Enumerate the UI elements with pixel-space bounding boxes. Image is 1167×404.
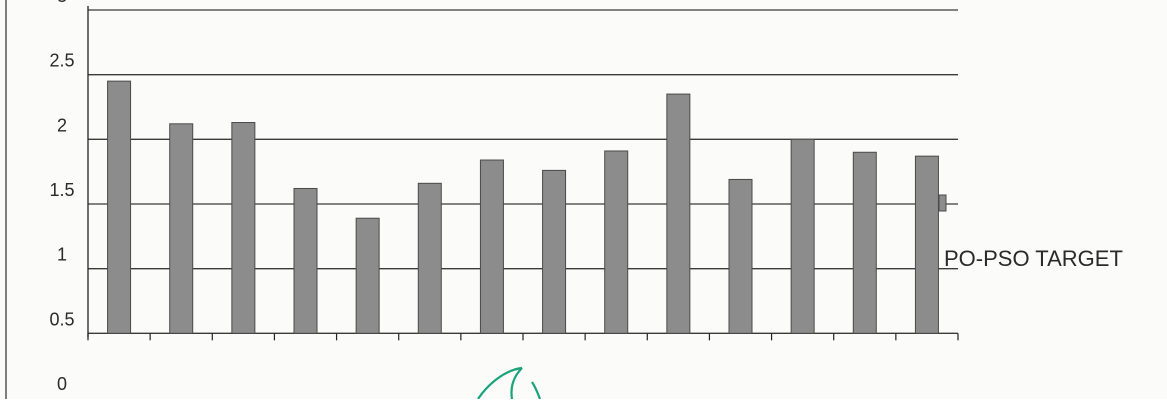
bar — [231, 122, 256, 334]
bar — [293, 187, 318, 334]
bars — [107, 80, 939, 334]
y-axis-ticks: 0 0.5 1 1.5 2 2.5 3 — [49, 0, 74, 394]
x-axis-ticks — [87, 333, 959, 341]
bar — [852, 151, 877, 334]
y-tick-label: 0.5 — [49, 309, 74, 329]
signature-mark — [477, 366, 542, 400]
legend-swatch — [938, 194, 947, 212]
y-tick-label: 2 — [57, 115, 67, 135]
bar — [107, 80, 132, 334]
bar — [604, 150, 629, 334]
bar — [542, 169, 567, 334]
bar — [728, 178, 753, 334]
y-tick-label: 1.5 — [49, 180, 74, 200]
bar — [666, 93, 691, 334]
y-tick-label: 2.5 — [49, 51, 74, 71]
grid-lines — [87, 6, 958, 338]
bar — [417, 182, 442, 334]
bar — [479, 159, 504, 334]
legend: PO-PSO TARGET — [938, 194, 1123, 271]
bar — [914, 155, 939, 334]
bar — [790, 138, 815, 334]
legend-label: PO-PSO TARGET — [944, 246, 1123, 271]
y-tick-label: 1 — [57, 245, 67, 265]
bar — [169, 123, 194, 334]
y-tick-label: 0 — [57, 374, 67, 394]
y-tick-label: 3 — [57, 0, 67, 6]
bar — [355, 217, 380, 334]
